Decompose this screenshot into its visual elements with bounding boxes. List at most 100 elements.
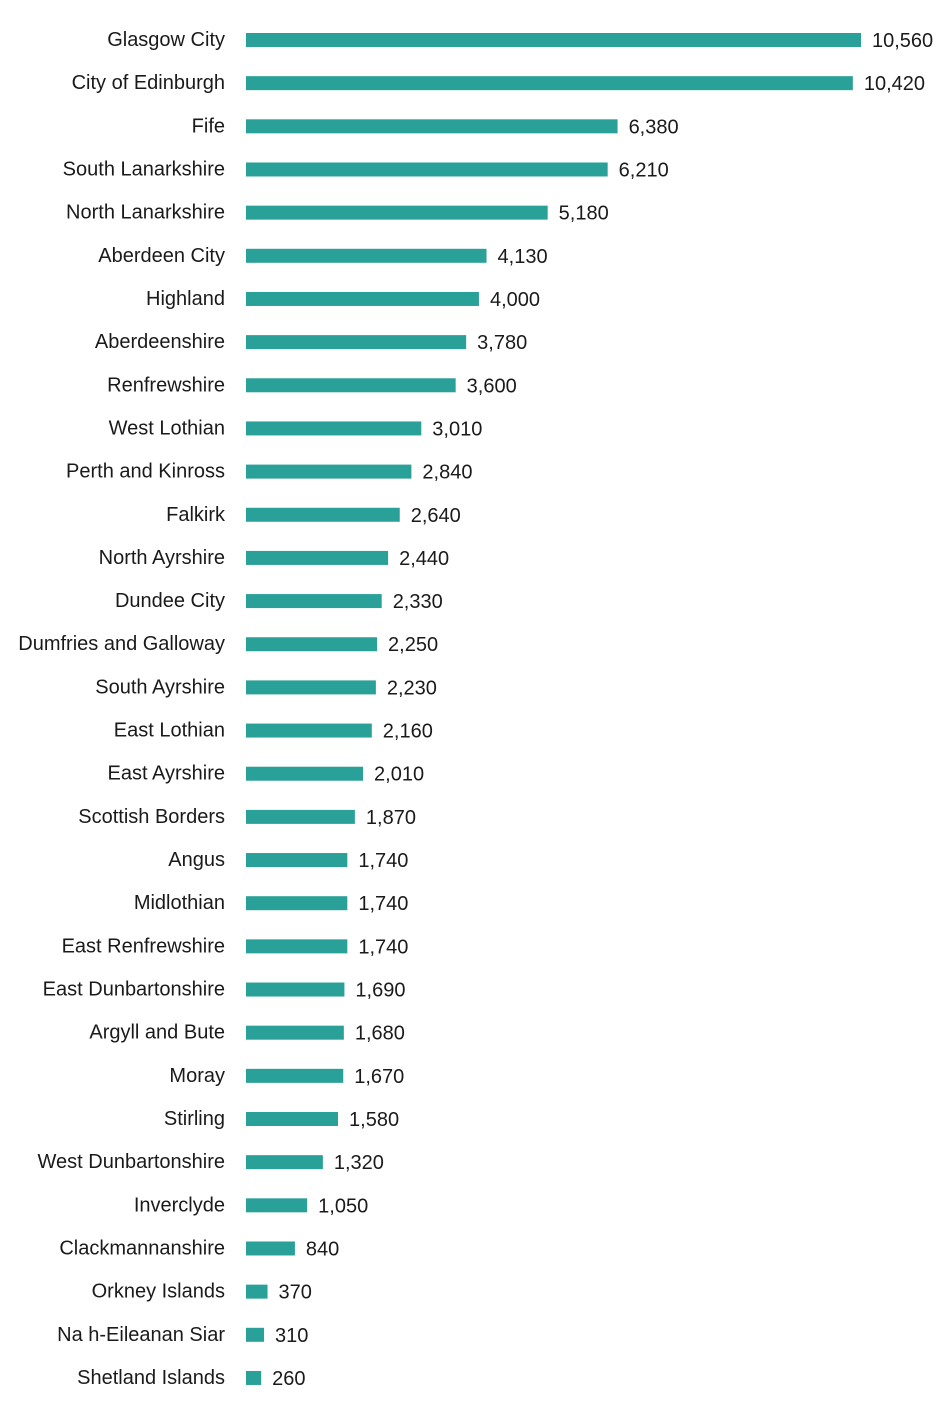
bar (246, 1327, 265, 1342)
category-label: Scottish Borders (78, 806, 225, 828)
bar (246, 939, 348, 954)
category-label: Angus (168, 849, 225, 871)
bar (246, 982, 345, 997)
category-label: City of Edinburgh (72, 72, 225, 94)
bar (246, 1112, 339, 1126)
data-label: 1,870 (366, 807, 416, 829)
data-label: 1,740 (358, 893, 408, 915)
category-label: Inverclyde (134, 1194, 225, 1216)
bar (246, 33, 861, 47)
data-label: 370 (279, 1282, 312, 1304)
data-label: 1,670 (354, 1066, 404, 1088)
bar (246, 809, 355, 824)
category-label: Na h-Eileanan Siar (57, 1324, 225, 1346)
bar (246, 1155, 323, 1170)
bar (246, 1284, 268, 1299)
category-label: Aberdeen City (98, 245, 225, 267)
data-label: 10,420 (864, 73, 925, 95)
category-label: East Dunbartonshire (43, 979, 225, 1001)
bar (246, 680, 376, 695)
category-label: Renfrewshire (107, 374, 225, 396)
data-label: 3,010 (432, 418, 482, 440)
data-label: 260 (272, 1368, 305, 1390)
data-label: 1,740 (358, 850, 408, 872)
category-label: North Lanarkshire (66, 202, 225, 224)
bar (246, 335, 467, 350)
bar (246, 119, 618, 134)
bar (246, 205, 548, 220)
category-label: South Ayrshire (95, 676, 225, 698)
data-label: 1,320 (334, 1152, 384, 1174)
category-label: Argyll and Bute (89, 1022, 225, 1044)
data-label: 2,010 (374, 764, 424, 786)
category-label: Dumfries and Galloway (18, 633, 225, 655)
data-label: 2,640 (411, 505, 461, 527)
bar (246, 766, 364, 781)
category-label: East Lothian (114, 720, 225, 742)
data-label: 3,780 (477, 332, 527, 354)
category-label: Glasgow City (107, 29, 225, 51)
bar (246, 248, 487, 263)
data-label: 310 (275, 1325, 308, 1347)
data-label: 2,840 (422, 462, 472, 484)
data-labels: 10,560 10,420 6,380 6,210 5,180 4,130 4,000 3,7… (272, 30, 933, 1390)
category-label: Orkney Islands (92, 1281, 225, 1303)
data-label: 5,180 (559, 203, 609, 225)
data-label: 2,230 (387, 677, 437, 699)
category-label: Midlothian (134, 892, 225, 914)
bar (246, 1241, 295, 1256)
category-label: South Lanarkshire (63, 158, 225, 180)
data-label: 1,680 (355, 1023, 405, 1045)
category-label: Highland (146, 288, 225, 310)
category-label: Aberdeenshire (95, 331, 225, 353)
category-label: Moray (169, 1065, 225, 1087)
bar (246, 291, 479, 306)
category-label: Fife (192, 115, 225, 137)
data-label: 2,160 (383, 721, 433, 743)
bar (246, 1198, 308, 1213)
category-label: Dundee City (115, 590, 225, 612)
bar (246, 1068, 344, 1083)
bar (246, 464, 412, 479)
category-label: East Renfrewshire (62, 935, 225, 957)
bar (246, 76, 853, 91)
bar (246, 853, 348, 868)
category-label: North Ayrshire (99, 547, 225, 569)
bar (246, 378, 456, 393)
bar (246, 637, 378, 652)
bar (246, 1025, 344, 1040)
data-label: 3,600 (467, 375, 517, 397)
data-label: 1,580 (349, 1109, 399, 1131)
category-label: Falkirk (166, 504, 226, 526)
category-label: West Lothian (109, 417, 225, 439)
data-label: 1,740 (358, 936, 408, 958)
bar (246, 550, 389, 565)
category-label: East Ayrshire (108, 763, 225, 785)
data-label: 1,050 (318, 1195, 368, 1217)
bar (246, 896, 348, 911)
bar (246, 1370, 262, 1385)
bar (246, 723, 372, 738)
data-label: 2,330 (393, 591, 443, 613)
category-label: Clackmannanshire (59, 1237, 225, 1259)
data-label: 840 (306, 1238, 339, 1260)
bars (246, 33, 861, 1385)
category-labels: Glasgow City City of Edinburgh Fife South L… (18, 29, 226, 1389)
bar (246, 594, 382, 609)
data-label: 10,560 (872, 30, 933, 52)
bar (246, 507, 400, 522)
category-label: West Dunbartonshire (38, 1151, 226, 1173)
category-label: Stirling (164, 1108, 225, 1130)
category-label: Perth and Kinross (66, 461, 225, 483)
data-label: 2,440 (399, 548, 449, 570)
bar (246, 421, 422, 436)
data-label: 2,250 (388, 634, 438, 656)
data-label: 6,210 (619, 159, 669, 181)
data-label: 4,000 (490, 289, 540, 311)
data-label: 4,130 (498, 246, 548, 268)
bar (246, 162, 608, 177)
data-label: 1,690 (355, 980, 405, 1002)
data-label: 6,380 (629, 116, 679, 138)
